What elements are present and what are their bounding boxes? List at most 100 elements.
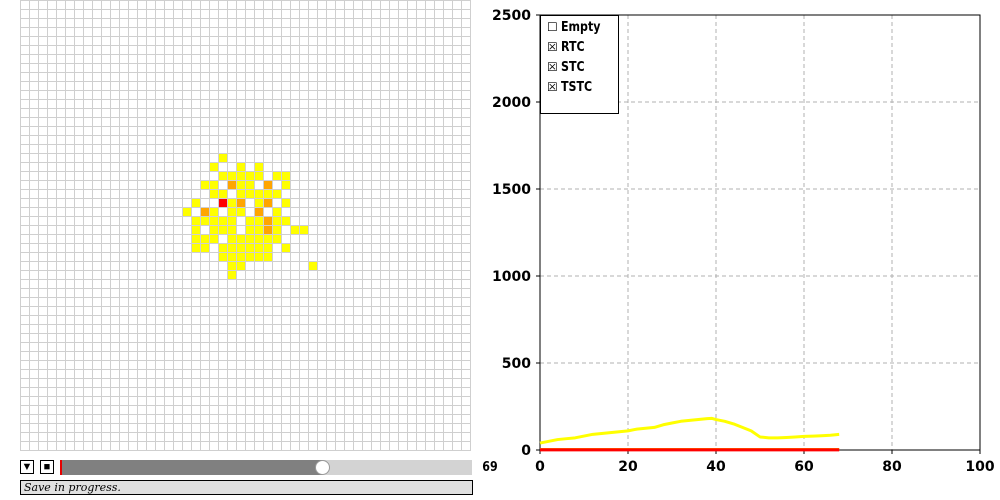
grid-cell: [228, 235, 236, 243]
grid-cell: [201, 208, 209, 216]
grid-cell: [228, 181, 236, 189]
grid-cell: [273, 172, 281, 180]
step-button[interactable]: ▼: [20, 460, 34, 474]
grid-cell: [273, 235, 281, 243]
checkbox-checked-icon: ☒: [547, 80, 558, 94]
grid-cell: [255, 190, 263, 198]
grid-cell: [237, 181, 245, 189]
grid-cell: [210, 217, 218, 225]
triangle-down-icon: ▼: [21, 460, 33, 473]
grid-cell: [210, 190, 218, 198]
grid-cell: [237, 172, 245, 180]
grid-cell: [264, 199, 272, 207]
grid-cell: [264, 181, 272, 189]
y-tick-label: 2000: [492, 95, 531, 111]
grid-cell: [210, 181, 218, 189]
grid-cell: [201, 244, 209, 252]
grid-cell: [201, 181, 209, 189]
grid-cell: [201, 217, 209, 225]
x-tick-label: 40: [706, 459, 726, 475]
grid-cell: [237, 244, 245, 252]
grid-cell: [219, 199, 227, 207]
grid-cell: [183, 208, 191, 216]
grid-cell: [192, 235, 200, 243]
grid-cell: [264, 190, 272, 198]
grid-cell: [219, 172, 227, 180]
grid-cell: [210, 226, 218, 234]
y-tick-label: 1000: [492, 269, 531, 285]
grid-cell: [228, 244, 236, 252]
legend-label: RTC: [560, 39, 585, 55]
checkbox-checked-icon: ☒: [547, 60, 558, 74]
grid-cell: [255, 172, 263, 180]
grid-cell: [219, 154, 227, 162]
grid-cell: [192, 217, 200, 225]
y-tick-label: 0: [521, 443, 531, 459]
x-tick-label: 20: [618, 459, 638, 475]
grid-cell: [246, 190, 254, 198]
grid-cell: [246, 181, 254, 189]
x-tick-label: 80: [882, 459, 902, 475]
legend-label: TSTC: [560, 79, 592, 95]
grid-cell: [291, 226, 299, 234]
x-tick-label: 60: [794, 459, 814, 475]
grid-cell: [237, 199, 245, 207]
grid-cell: [246, 217, 254, 225]
grid-cell: [228, 199, 236, 207]
status-bar: Save in progress.: [20, 480, 473, 495]
grid-cell: [228, 262, 236, 270]
grid-cell: [237, 190, 245, 198]
grid-cell: [246, 172, 254, 180]
grid-cell: [192, 244, 200, 252]
legend-item-stc[interactable]: ☒ STC: [547, 59, 589, 75]
y-tick-label: 2500: [492, 8, 531, 24]
grid-cell: [210, 163, 218, 171]
grid-cell: [246, 226, 254, 234]
series-line-rtc: [539, 416, 840, 445]
grid-cell: [210, 208, 218, 216]
grid-cell: [210, 235, 218, 243]
grid-cell: [255, 208, 263, 216]
progress-start-marker: [60, 460, 62, 475]
chart-legend: ☐ Empty ☒ RTC ☒ STC ☒ TSTC: [540, 15, 619, 114]
legend-item-tstc[interactable]: ☒ TSTC: [547, 79, 597, 95]
step-counter: 69: [482, 460, 498, 475]
grid-cell: [273, 226, 281, 234]
grid-cell: [219, 244, 227, 252]
grid-cell: [255, 163, 263, 171]
stop-button[interactable]: ■: [40, 460, 54, 474]
grid-cell: [237, 208, 245, 216]
cell-grid[interactable]: [20, 0, 471, 451]
grid-cell: [219, 253, 227, 261]
grid-cell: [273, 190, 281, 198]
progress-fill: [60, 460, 322, 475]
progress-slider[interactable]: [60, 460, 472, 475]
legend-item-empty[interactable]: ☐ Empty: [547, 19, 607, 35]
grid-cell: [228, 271, 236, 279]
checkbox-icon: ☐: [547, 20, 558, 34]
y-tick-label: 1500: [492, 182, 531, 198]
grid-cell: [246, 235, 254, 243]
grid-cell: [192, 199, 200, 207]
grid-cell: [255, 199, 263, 207]
grid-cell: [228, 226, 236, 234]
y-tick-label: 500: [502, 356, 531, 372]
grid-cell: [228, 217, 236, 225]
grid-cell: [246, 253, 254, 261]
grid-cell: [255, 217, 263, 225]
stop-square-icon: ■: [43, 460, 51, 473]
grid-cell: [309, 262, 317, 270]
legend-label: STC: [560, 59, 585, 75]
grid-cell: [237, 262, 245, 270]
grid-cell: [228, 253, 236, 261]
legend-item-rtc[interactable]: ☒ RTC: [547, 39, 589, 55]
slider-handle[interactable]: [315, 460, 330, 475]
grid-cell: [282, 172, 290, 180]
grid-cell: [228, 208, 236, 216]
grid-cell: [300, 226, 308, 234]
grid-cell: [246, 244, 254, 252]
grid-cell: [219, 226, 227, 234]
grid-cell: [219, 217, 227, 225]
grid-cell: [201, 235, 209, 243]
grid-cell: [282, 244, 290, 252]
